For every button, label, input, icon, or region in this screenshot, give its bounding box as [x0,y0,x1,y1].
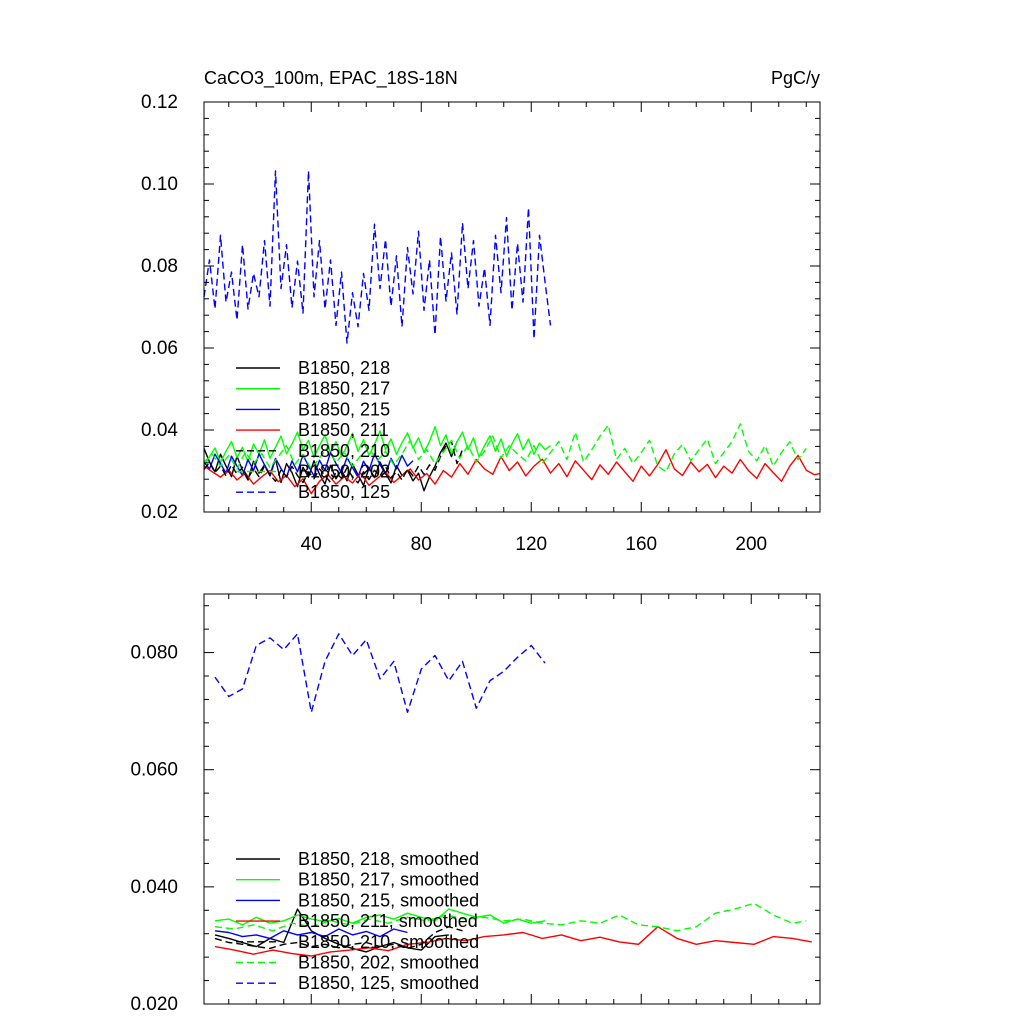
legend-label-bottom-2: B1850, 215, smoothed [298,890,479,910]
xtick-label-top: 200 [735,534,767,555]
legend-label-bottom-6: B1850, 125, smoothed [298,973,479,993]
series-line-bottom-4 [214,926,463,950]
legend-label-top-6: B1850, 125 [298,482,390,502]
top-panel: 0.02 0.04 0.06 0.08 0.10 0.12 40 80 120 160 200 B18… [141,92,821,555]
legend-label-top-2: B1850, 215 [298,399,390,419]
legend-label-top-3: B1850, 211 [298,420,389,440]
series-line-top-5 [203,423,807,473]
legend-label-top-1: B1850, 217 [298,379,390,399]
chart-title: CaCO3_100m, EPAC_18S-18N [204,68,458,89]
legend-label-bottom-1: B1850, 217, smoothed [298,870,479,890]
ytick-label-bottom: 0.080 [130,643,178,664]
series-line-top-0 [203,441,458,492]
plot-frame-top [203,101,821,513]
series-line-bottom-3 [214,926,812,957]
ytick-label-top: 0.12 [141,92,178,113]
ytick-label-top: 0.08 [141,256,178,277]
units-label: PgC/y [771,68,820,88]
series-line-bottom-1 [214,908,546,926]
ytick-label-top: 0.04 [141,420,178,441]
ytick-label-top: 0.02 [141,502,178,523]
ytick-label-top: 0.10 [141,174,178,195]
series-line-bottom-2 [214,928,408,940]
ytick-label-top: 0.06 [141,338,178,359]
legend-label-top-4: B1850, 210 [298,441,390,461]
legend-label-bottom-0: B1850, 218, smoothed [298,849,479,869]
ytick-label-bottom: 0.040 [130,877,178,898]
plot-frame-bottom [203,593,821,1005]
legend-label-top-5: B1850, 202 [298,462,390,482]
legend-label-bottom-3: B1850, 211, smoothed [298,911,478,931]
xtick-label-top: 160 [625,534,657,555]
bottom-panel: 0.020 0.040 0.060 0.080 B1850, 218, smoothed… [130,593,821,1015]
legend-label-bottom-5: B1850, 202, smoothed [298,953,479,973]
ytick-label-bottom: 0.060 [130,760,178,781]
legend-label-top-0: B1850, 218 [298,358,390,378]
ytick-label-bottom: 0.020 [130,994,178,1015]
xtick-label-top: 40 [301,534,322,555]
xtick-label-top: 80 [411,534,432,555]
xtick-label-top: 120 [515,534,547,555]
series-line-top-3 [203,449,821,495]
series-line-bottom-5 [214,902,807,932]
series-line-top-4 [203,440,464,484]
series-line-bottom-6 [214,633,546,713]
series-line-top-1 [203,426,551,467]
series-line-top-6 [203,170,552,344]
legend-label-bottom-4: B1850, 210, smoothed [298,932,479,952]
